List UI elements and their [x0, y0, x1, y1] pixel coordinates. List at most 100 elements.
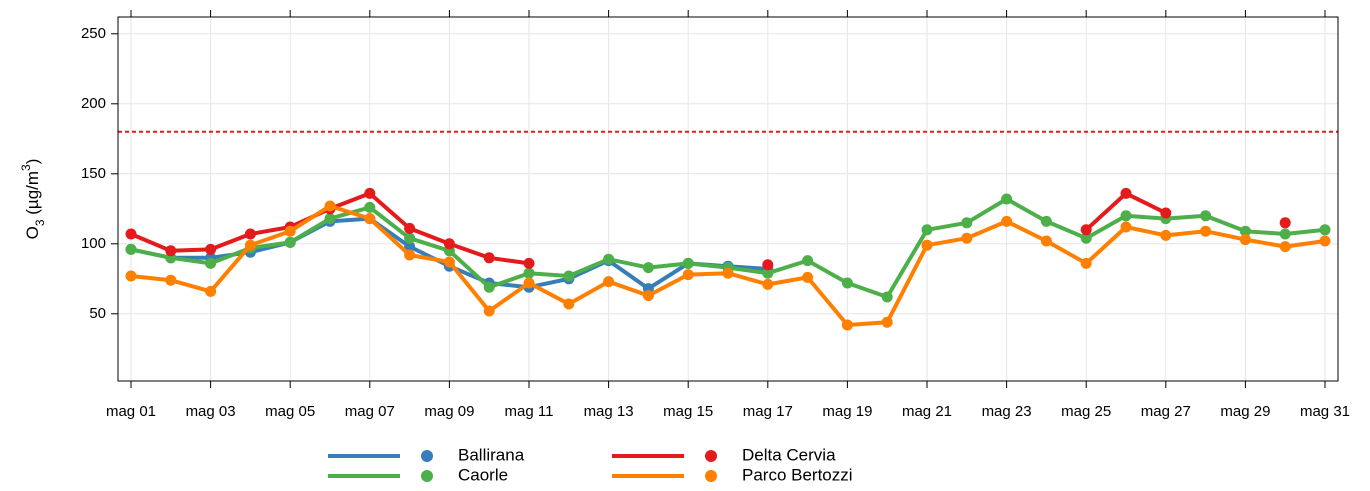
data-point: [1080, 232, 1092, 244]
data-point: [205, 285, 217, 297]
legend-dot: [705, 470, 717, 482]
data-point: [961, 232, 973, 244]
data-point: [921, 224, 933, 236]
data-point: [921, 239, 933, 251]
data-point: [603, 253, 615, 265]
data-point: [324, 213, 336, 225]
legend-dot: [705, 450, 717, 462]
data-point: [125, 270, 137, 282]
data-point: [1160, 207, 1172, 219]
data-point: [762, 267, 774, 279]
legend-dot: [421, 450, 433, 462]
data-point: [642, 262, 654, 274]
y-axis-label-part: 3: [19, 164, 33, 171]
data-point: [1160, 229, 1172, 241]
data-point: [1279, 217, 1291, 229]
data-point: [802, 255, 814, 267]
data-point: [563, 270, 575, 282]
y-axis-label-part: ): [23, 159, 42, 165]
data-point: [404, 222, 416, 234]
y-tick-label: 100: [81, 235, 106, 252]
data-point: [961, 217, 973, 229]
data-point: [404, 232, 416, 244]
y-tick-label: 50: [89, 305, 106, 322]
data-point: [404, 249, 416, 261]
legend-dot: [421, 470, 433, 482]
data-point: [1319, 224, 1331, 236]
data-point: [1080, 224, 1092, 236]
data-point: [762, 278, 774, 290]
data-point: [682, 257, 694, 269]
data-point: [284, 236, 296, 248]
data-point: [165, 274, 177, 286]
data-point: [722, 267, 734, 279]
legend-label: Caorle: [458, 465, 508, 484]
data-point: [603, 276, 615, 288]
data-point: [165, 245, 177, 257]
data-point: [1239, 234, 1251, 246]
x-tick-label: mag 29: [1220, 403, 1270, 420]
data-point: [841, 319, 853, 331]
series-line: [130, 197, 1326, 299]
data-point: [1239, 225, 1251, 237]
series-line: [131, 193, 1285, 263]
x-tick-label: mag 27: [1141, 403, 1191, 420]
data-point: [563, 298, 575, 310]
data-point: [244, 228, 256, 240]
x-tick-label: mag 31: [1300, 403, 1350, 420]
x-tick-label: mag 15: [663, 403, 713, 420]
y-axis-label: O3 (µg/m3): [19, 159, 47, 240]
data-point: [523, 257, 535, 269]
y-tick-label: 150: [81, 165, 106, 182]
data-point: [443, 256, 455, 268]
data-point: [841, 277, 853, 289]
data-point: [642, 290, 654, 302]
x-tick-label: mag 03: [186, 403, 236, 420]
data-point: [483, 305, 495, 317]
data-point: [1040, 235, 1052, 247]
data-point: [682, 269, 694, 281]
x-tick-label: mag 25: [1061, 403, 1111, 420]
data-point: [1120, 221, 1132, 233]
data-point: [762, 259, 774, 271]
data-point: [1120, 210, 1132, 222]
data-point: [523, 267, 535, 279]
data-point: [364, 187, 376, 199]
y-tick-label: 250: [81, 25, 106, 42]
data-point: [404, 241, 416, 253]
data-point: [483, 252, 495, 264]
data-point: [1200, 225, 1212, 237]
legend-label: Ballirana: [458, 445, 525, 464]
x-tick-label: mag 05: [265, 403, 315, 420]
x-tick-label: mag 07: [345, 403, 395, 420]
x-tick-label: mag 17: [743, 403, 793, 420]
data-point: [881, 291, 893, 303]
data-point: [483, 281, 495, 293]
plot-frame: [117, 16, 1339, 382]
data-point: [205, 257, 217, 269]
data-point: [1001, 215, 1013, 227]
data-point: [1319, 235, 1331, 247]
data-point: [802, 271, 814, 283]
data-point: [1040, 215, 1052, 227]
legend-label: Delta Cervia: [742, 445, 836, 464]
legend-label: Parco Bertozzi: [742, 465, 853, 484]
y-tick-label: 200: [81, 95, 106, 112]
data-point: [244, 239, 256, 251]
data-point: [125, 228, 137, 240]
y-axis-label-part: (µg/m: [23, 171, 42, 220]
x-tick-label: mag 13: [584, 403, 634, 420]
data-point: [1279, 241, 1291, 253]
y-axis-label-part: 3: [33, 219, 47, 226]
data-point: [523, 277, 535, 289]
y-axis-label-part: O: [23, 226, 42, 239]
data-point: [284, 225, 296, 237]
data-point: [364, 213, 376, 225]
x-tick-label: mag 11: [505, 403, 554, 420]
data-point: [1279, 228, 1291, 240]
data-point: [205, 243, 217, 255]
data-point: [881, 316, 893, 328]
x-tick-label: mag 21: [902, 403, 952, 420]
x-tick-label: mag 19: [822, 403, 872, 420]
